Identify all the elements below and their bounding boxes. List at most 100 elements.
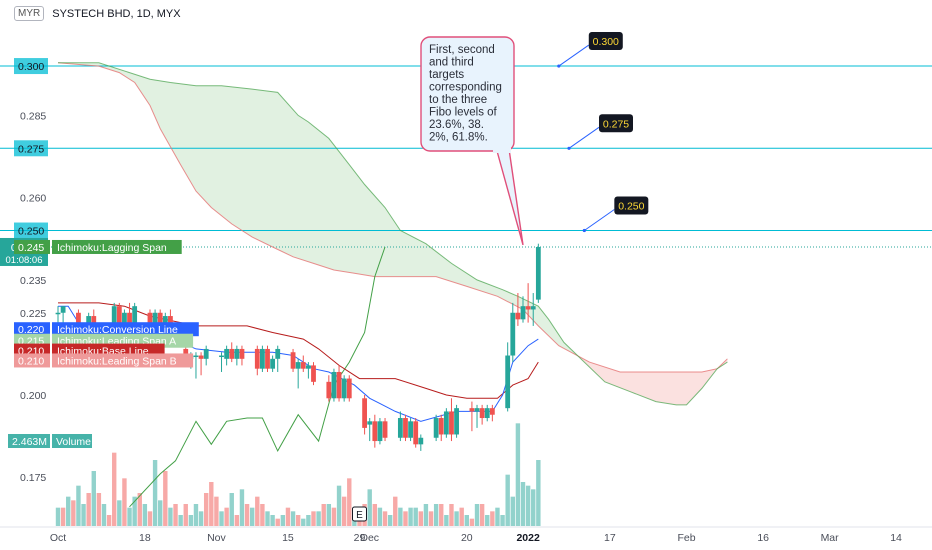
candle [469,401,475,432]
volume-bar [474,504,480,526]
volume-bar [96,493,102,526]
candle-body [535,246,541,300]
candle-body [219,355,224,358]
volume-bar [91,471,96,526]
note-box [420,36,515,152]
candle [254,345,260,376]
candle-body [433,418,439,438]
volume-bar [459,507,464,526]
note-line: Fibo levels of [429,107,498,119]
earnings-marker [351,506,367,522]
candle [270,355,276,372]
volume-bar [536,460,541,526]
candle-body [341,378,347,399]
volume-bar [393,496,398,526]
candle-body [147,312,153,330]
candle [438,414,444,442]
candle-body [377,421,383,442]
volume-bar [469,518,475,526]
candle-body [265,348,270,369]
legend-label: Ichimoku:Conversion Line [57,324,178,336]
volume-bar [81,504,86,526]
candle-body [515,312,521,320]
volume-bar [331,507,337,526]
volume-bar [398,507,403,526]
candle [326,375,332,402]
legend-value-badge [14,322,50,337]
volume-bar [275,518,280,526]
volume-bar [490,511,495,526]
candle [234,345,240,366]
volume-bar [485,515,490,526]
candle-body [290,352,296,369]
candle [341,375,347,402]
candle-body [326,381,332,399]
volume-bar [444,515,449,526]
volume-bar [515,423,521,526]
volume-bar [142,504,148,526]
candle-body [403,418,408,438]
volume-bar [428,511,434,526]
volume-bars [55,423,541,526]
candle [300,355,306,372]
volume-bar [239,489,245,526]
candle [413,418,419,448]
volume-bar [439,504,444,526]
x-tick-label: 29 [354,532,366,544]
candle [203,345,209,366]
volume-value: 2.463M [12,436,47,448]
candle-body [454,408,459,435]
volume-bar [229,493,234,526]
candle-body [520,306,526,320]
candle-body [484,408,490,419]
volume-bar [520,482,526,526]
y-target-badge-label: 0.250 [18,226,44,238]
candle [505,342,511,412]
x-tick-label: Nov [207,532,226,544]
volume-bar [71,500,76,526]
candle-body [152,312,158,330]
candle-body [510,312,516,356]
legend-value-badge [14,239,50,254]
volume-bar [132,496,137,526]
callout-anchor [582,228,586,233]
candle [382,418,388,442]
candle [454,404,459,438]
candle-body [489,408,495,415]
volume-bar [117,500,122,526]
note-line: 2%, 61.8%. [429,132,488,144]
volume-bar [198,511,204,526]
candle-body [300,362,306,369]
candle [198,352,204,376]
volume-bar [311,511,316,526]
candle-body [469,408,475,412]
candle [520,296,526,323]
earnings-marker-label: E [356,510,363,521]
volume-bar [301,518,306,526]
x-tick-label: 15 [282,532,294,544]
candle-body [525,306,531,310]
volume-bar [321,504,326,526]
candle [346,375,352,402]
volume-bar [433,504,439,526]
callout-label: 0.250 [618,201,644,213]
candle [275,345,281,372]
legend-label-badge [52,353,194,368]
candle [433,414,439,442]
candle-body [311,365,316,382]
candle-body [111,306,117,330]
leading-span-b-line [57,62,728,373]
candle [510,302,516,363]
volume-bar [188,515,194,526]
countdown-label: 01:08:06 [6,255,43,266]
ichimoku-cloud [60,62,728,405]
volume-bar [270,515,275,526]
volume-bar [178,515,183,526]
callout-pointer [584,209,615,231]
volume-bar [260,504,265,526]
volume-bar [525,485,531,526]
candle-body [234,348,240,359]
volume-bar [285,507,291,526]
currency-badge[interactable]: MYR [14,6,45,21]
